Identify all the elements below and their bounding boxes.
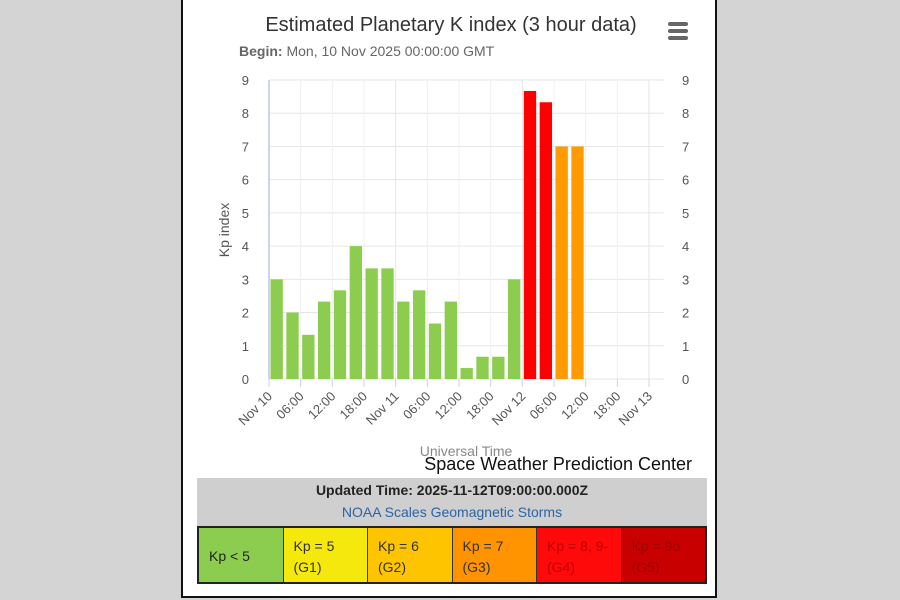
y-tick-label-left: 7 (242, 139, 249, 154)
x-tick-label: 06:00 (400, 389, 434, 423)
kp-bar (413, 290, 426, 379)
kp-bar (428, 323, 442, 379)
y-axis-label: Kp index (216, 203, 232, 257)
y-tick-label-left: 6 (242, 173, 249, 188)
scale-cell: Kp = 7 (G3) (452, 528, 537, 582)
scale-storm-class: (G4) (547, 559, 575, 575)
chart-title: Estimated Planetary K index (3 hour data… (265, 14, 636, 36)
kp-bar (508, 279, 521, 379)
y-tick-label-right: 3 (682, 272, 689, 287)
chart-subtitle: Begin: Mon, 10 Nov 2025 00:00:00 GMT (239, 43, 495, 59)
y-tick-label-left: 5 (242, 206, 249, 221)
kp-bar (349, 246, 362, 379)
x-tick-label: 06:00 (527, 389, 561, 423)
kp-bar (286, 312, 299, 379)
kp-bar (444, 301, 457, 379)
y-tick-label-left: 9 (242, 73, 249, 88)
footer: Updated Time: 2025-11-12T09:00:00.000Z N… (197, 478, 707, 584)
y-tick-label-right: 1 (682, 339, 689, 354)
scale-level: Kp = 7 (462, 538, 504, 554)
y-tick-label-right: 9 (682, 73, 689, 88)
kp-bar (555, 146, 568, 379)
kp-bar (333, 290, 347, 379)
x-axis-label: Universal Time (420, 443, 513, 459)
scale-level: Kp = 8, 9- (547, 538, 609, 554)
scale-cell: Kp = 9o (G5) (621, 528, 705, 582)
scale-cell: Kp = 8, 9- (G4) (537, 528, 622, 582)
kp-bar (318, 301, 331, 379)
x-tick-label: 12:00 (305, 389, 339, 423)
kp-bar (270, 279, 283, 379)
scale-cell: Kp < 5 (199, 528, 284, 582)
kp-bar (523, 90, 537, 380)
scale-storm-class: (G1) (293, 559, 322, 575)
y-tick-label-left: 3 (242, 272, 249, 287)
x-tick-label: Nov 11 (363, 389, 402, 428)
x-tick-label: Nov 13 (615, 389, 655, 429)
scale-level: Kp = 9o (631, 538, 681, 554)
x-tick-label: Nov 12 (489, 389, 529, 429)
y-tick-label-left: 4 (242, 239, 249, 254)
scale-cell: Kp = 5 (G1) (283, 528, 368, 582)
noaa-scales-link[interactable]: NOAA Scales Geomagnetic Storms (341, 504, 563, 520)
y-tick-label-right: 8 (682, 106, 689, 121)
chart-menu-icon[interactable] (668, 22, 688, 43)
begin-value: Mon, 10 Nov 2025 00:00:00 GMT (286, 43, 494, 59)
scale-level: Kp = 5 (293, 538, 335, 554)
y-tick-label-right: 0 (682, 372, 689, 387)
kp-bar (381, 268, 394, 379)
y-tick-label-right: 2 (682, 306, 689, 321)
y-tick-label-right: 7 (682, 139, 689, 154)
kp-bar (397, 301, 410, 379)
x-tick-label: Nov 10 (235, 389, 275, 429)
x-tick-label: 12:00 (558, 389, 592, 423)
kp-bar (539, 102, 552, 380)
credit-text: Space Weather Prediction Center (424, 454, 692, 474)
x-tick-label: 06:00 (273, 389, 307, 423)
kp-bar (365, 268, 378, 379)
kp-bar (476, 356, 489, 379)
kp-scale-legend: Kp < 5 Kp = 5 (G1) Kp = 6 (G2) Kp = 7 (G3) Kp =… (197, 526, 707, 584)
scale-cell: Kp = 6 (G2) (368, 528, 453, 582)
scale-storm-class: (G2) (378, 559, 406, 575)
y-tick-label-left: 0 (242, 372, 249, 387)
kp-bar (492, 356, 505, 379)
y-tick-label-right: 4 (682, 239, 689, 254)
y-tick-label-right: 5 (682, 206, 689, 221)
scale-level: Kp < 5 (209, 548, 250, 564)
updated-time: Updated Time: 2025-11-12T09:00:00.000Z (315, 482, 589, 498)
scale-level: Kp = 6 (378, 538, 419, 554)
scale-storm-class: (G3) (462, 559, 491, 575)
scale-storm-class: (G5) (631, 559, 660, 575)
kp-bar (302, 334, 315, 379)
y-tick-label-left: 1 (242, 339, 249, 354)
begin-label: Begin: (239, 43, 283, 59)
y-tick-label-left: 8 (242, 106, 249, 121)
y-tick-label-right: 6 (682, 173, 689, 188)
y-tick-label-left: 2 (242, 306, 249, 321)
kp-bar (571, 146, 584, 379)
x-tick-label: 12:00 (432, 389, 466, 423)
kp-bar (460, 368, 473, 379)
